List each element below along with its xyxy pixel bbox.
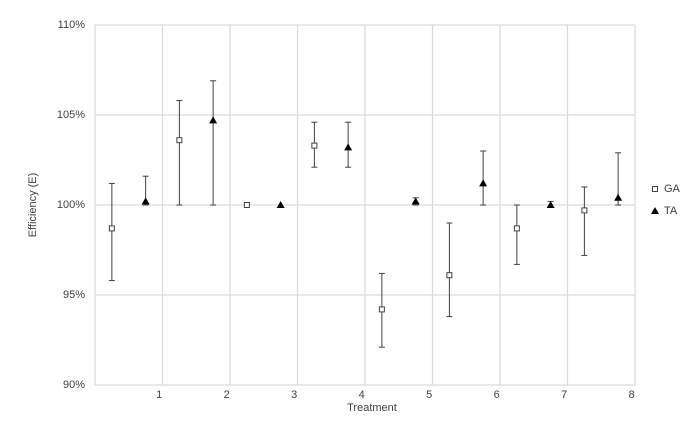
point bbox=[378, 306, 385, 313]
x-tick-label: 2 bbox=[224, 389, 230, 401]
point bbox=[446, 272, 453, 279]
point bbox=[479, 179, 488, 187]
point bbox=[411, 197, 420, 205]
y-tick-label: 100% bbox=[57, 199, 85, 211]
point bbox=[546, 201, 555, 208]
legend-label: GA bbox=[664, 183, 681, 195]
point bbox=[141, 197, 150, 205]
point bbox=[311, 142, 318, 149]
x-tick-label: 5 bbox=[426, 389, 432, 401]
y-tick-label: 95% bbox=[63, 289, 85, 301]
legend-marker bbox=[651, 207, 659, 214]
point bbox=[581, 207, 588, 214]
legend-label: TA bbox=[664, 205, 678, 217]
point bbox=[243, 202, 250, 208]
legend-marker bbox=[652, 186, 658, 192]
point bbox=[276, 201, 285, 208]
point bbox=[176, 137, 183, 144]
x-tick-label: 7 bbox=[561, 389, 567, 401]
x-tick-label: 4 bbox=[359, 389, 365, 401]
x-tick-label: 6 bbox=[494, 389, 500, 401]
y-tick-label: 105% bbox=[57, 109, 85, 121]
point bbox=[108, 225, 115, 232]
y-tick-label: 110% bbox=[58, 19, 86, 31]
x-axis-label: Treatment bbox=[347, 402, 397, 414]
point bbox=[209, 116, 218, 124]
y-axis-label: Efficiency (E) bbox=[27, 173, 39, 238]
x-tick-label: 8 bbox=[629, 389, 635, 401]
x-tick-label: 1 bbox=[156, 389, 162, 401]
y-tick-label: 90% bbox=[63, 379, 85, 391]
point bbox=[614, 193, 623, 201]
x-tick-label: 3 bbox=[291, 389, 297, 401]
point bbox=[513, 225, 520, 232]
point bbox=[344, 143, 353, 151]
